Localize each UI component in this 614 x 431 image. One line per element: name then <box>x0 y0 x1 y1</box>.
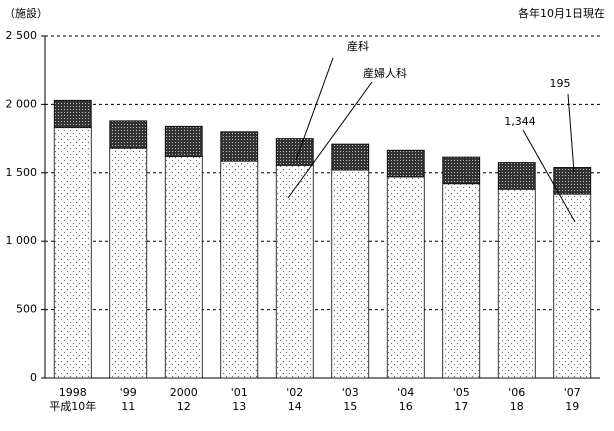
bar-segment <box>497 162 536 190</box>
bar-segment <box>386 149 425 178</box>
bar-segment <box>275 138 314 166</box>
bar-segment <box>53 99 92 129</box>
x-tick-label: 2000 <box>170 386 198 399</box>
leader-lines <box>287 57 576 223</box>
x-tick-label: '07 <box>564 386 581 399</box>
x-tick-label: 平成10年 <box>49 399 96 413</box>
bar-segment <box>331 169 370 379</box>
x-tick-label: 11 <box>121 400 135 413</box>
bar-segment <box>220 131 259 162</box>
x-tick-label: 12 <box>177 400 191 413</box>
y-tick-label: 2 000 <box>6 97 38 110</box>
x-tick-label: 19 <box>565 400 579 413</box>
bar-segment <box>164 125 203 157</box>
x-tick-label: '06 <box>508 386 525 399</box>
x-tick-label: '99 <box>120 386 137 399</box>
x-tick-label: '05 <box>453 386 470 399</box>
x-tick-label: '03 <box>342 386 359 399</box>
bar-segment <box>109 147 148 379</box>
bar-segment <box>275 164 314 379</box>
series-label: 産婦人科 <box>363 66 407 80</box>
y-tick-label: 2 500 <box>6 29 38 42</box>
bar-segment <box>553 167 592 195</box>
bar-segment <box>497 188 536 379</box>
x-tick-label: 14 <box>288 400 302 413</box>
y-tick-label: 1 000 <box>6 234 38 247</box>
x-tick-label: 15 <box>343 400 357 413</box>
bar-segment <box>164 155 203 379</box>
x-tick-label: 18 <box>510 400 524 413</box>
note: 各年10月1日現在 <box>518 6 605 20</box>
y-tick-label: 0 <box>30 371 37 384</box>
unit-label: （施設） <box>4 6 48 20</box>
x-tick-label: 17 <box>454 400 468 413</box>
value-label: 195 <box>550 77 571 90</box>
bar-segment <box>386 176 425 379</box>
bar-segment <box>53 127 92 379</box>
y-tick-label: 500 <box>16 303 37 316</box>
value-label: 1,344 <box>504 115 536 128</box>
bar-segment <box>553 193 592 379</box>
bar-segment <box>442 183 481 379</box>
x-tick-label: '02 <box>286 386 303 399</box>
y-tick-label: 1 500 <box>6 166 38 179</box>
x-tick-label: 16 <box>399 400 413 413</box>
x-tick-label: '01 <box>231 386 248 399</box>
bar-segment <box>331 143 370 171</box>
x-tick-label: 13 <box>232 400 246 413</box>
bar-segment <box>220 160 259 379</box>
bar-segment <box>442 156 481 185</box>
series-label: 産科 <box>347 39 369 53</box>
x-tick-label: '04 <box>397 386 414 399</box>
bar-segment <box>109 120 148 149</box>
x-tick-label: 1998 <box>59 386 87 399</box>
